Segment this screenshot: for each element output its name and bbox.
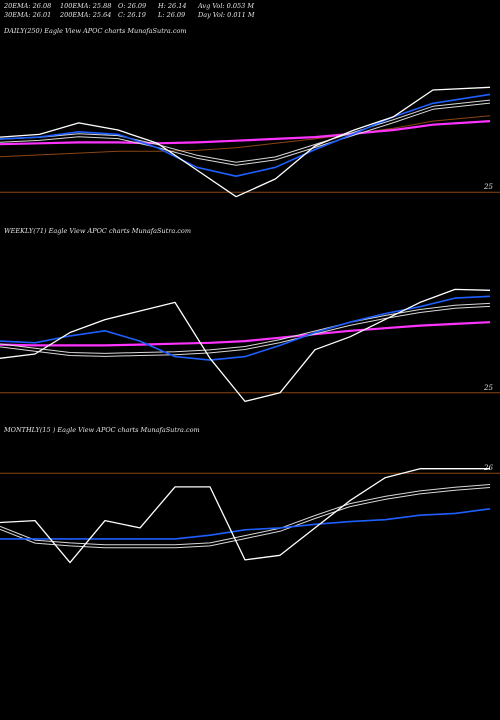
series-line-ema-white-a [0,99,491,163]
series-line-ema-fast [0,508,491,540]
series-line-price [0,468,490,564]
series-line-price [0,288,491,403]
series-line-ema-white-b [0,487,491,549]
daily-chart-panel: 25 [0,86,500,198]
weekly-chart-panel: 25 [0,288,500,403]
series-line-ema-white-b [0,305,491,357]
weekly-panel-label: WEEKLY(71) Eagle View APOC charts Munafa… [4,227,191,235]
stat-100ema: 100EMA: 25.88 [60,2,111,10]
stats-header: 20EMA: 26.08 100EMA: 25.88 O: 26.09 H: 2… [3,2,255,19]
stat-close: C: 26.19 [118,11,146,19]
series-line-ema-fast [0,295,491,361]
monthly-panel-label: MONTHLY(15 ) Eagle View APOC charts Muna… [3,426,200,434]
stat-low: L: 26.09 [157,11,185,19]
reference-line-label: 25 [483,384,493,392]
series-line-ema-white-b [0,102,491,166]
daily-panel-label: DAILY(250) Eagle View APOC charts Munafa… [3,27,187,35]
stat-30ema: 30EMA: 26.01 [4,11,51,19]
series-line-ema-white-a [0,302,491,354]
reference-line-label: 25 [483,183,493,191]
series-line-ema-slow [0,120,491,146]
series-line-ema-white-a [0,484,491,546]
series-line-ema-slow [0,321,491,347]
series-line-price [0,86,491,198]
monthly-chart-panel: 26 [0,464,500,564]
stat-200ema: 200EMA: 25.64 [59,11,111,19]
stat-dayvol: Day Vol: 0.011 M [197,11,255,19]
stat-avgvol: Avg Vol: 0.053 M [197,2,254,10]
stat-20ema: 20EMA: 26.08 [3,2,51,10]
stat-open: O: 26.09 [118,2,146,10]
series-line-ema-brown [0,115,491,158]
stat-high: H: 26.14 [157,2,187,10]
